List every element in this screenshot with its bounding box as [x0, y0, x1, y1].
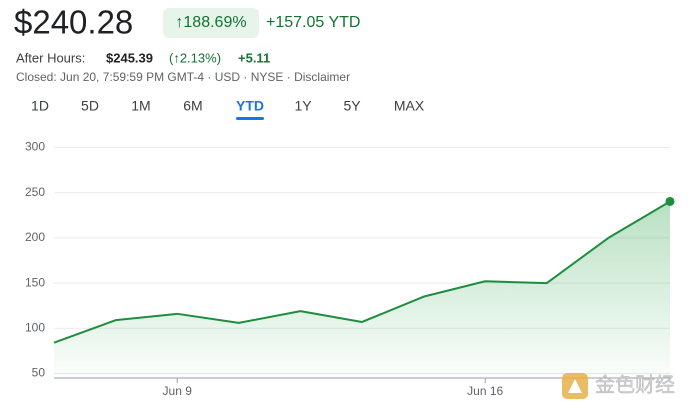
after-hours-label: After Hours:: [16, 50, 85, 65]
x-tick-label: Jun 16: [467, 384, 503, 398]
y-tick-label: 50: [32, 366, 46, 380]
range-tab[interactable]: MAX: [394, 98, 425, 114]
change-percent: ↑188.69%: [175, 14, 246, 31]
range-tab[interactable]: 1Y: [294, 98, 312, 114]
price: $240.28: [14, 4, 133, 41]
change-badge: [163, 8, 259, 38]
after-hours-change: +5.11: [238, 50, 270, 65]
range-tab[interactable]: 5D: [81, 98, 99, 114]
y-tick-label: 300: [25, 140, 45, 154]
y-tick-label: 150: [25, 275, 45, 289]
active-tab-underline: [236, 117, 264, 120]
last-point: [665, 196, 675, 206]
watermark: 金色财经: [595, 373, 675, 396]
y-tick-label: 200: [25, 230, 45, 244]
closed-info: Closed: Jun 20, 7:59:59 PM GMT-4 · USD ·…: [16, 70, 350, 84]
change-value: +157.05 YTD: [266, 14, 360, 31]
price-line: [53, 200, 671, 344]
after-hours-price: $245.39: [106, 50, 153, 65]
area: [54, 201, 670, 378]
range-tab[interactable]: YTD: [236, 98, 264, 114]
after-hours-percent: (↑2.13%): [169, 50, 221, 65]
y-tick-label: 250: [25, 185, 45, 199]
watermark-logo: [562, 373, 588, 399]
range-tab[interactable]: 1D: [31, 98, 49, 114]
y-tick-label: 100: [25, 320, 45, 334]
range-tab[interactable]: 5Y: [343, 98, 361, 114]
range-tab[interactable]: 6M: [183, 98, 202, 114]
range-tab[interactable]: 1M: [131, 98, 150, 114]
x-tick-label: Jun 9: [163, 384, 193, 398]
